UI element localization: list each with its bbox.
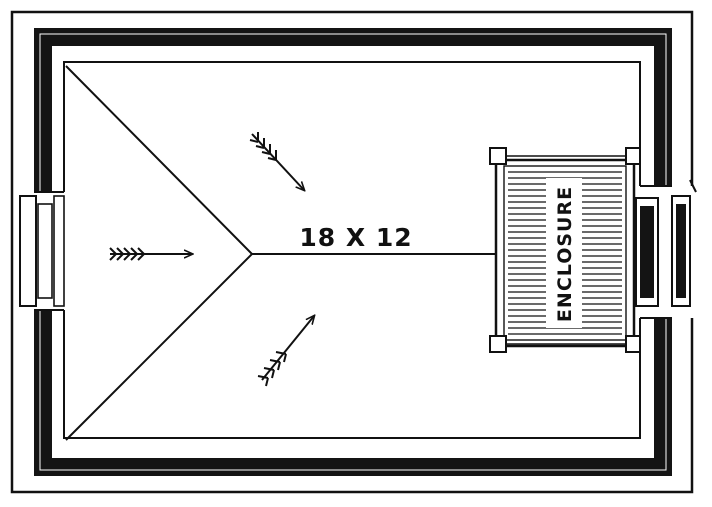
arrow-left (109, 247, 192, 261)
left-doorway (19, 191, 72, 311)
enclosure-label: ENCLOSURE (554, 186, 576, 322)
arrow-lower (257, 316, 314, 387)
dimensions-label: 18 X 12 (299, 223, 412, 252)
right-doorway (635, 179, 697, 319)
arrow-upper (249, 132, 304, 190)
